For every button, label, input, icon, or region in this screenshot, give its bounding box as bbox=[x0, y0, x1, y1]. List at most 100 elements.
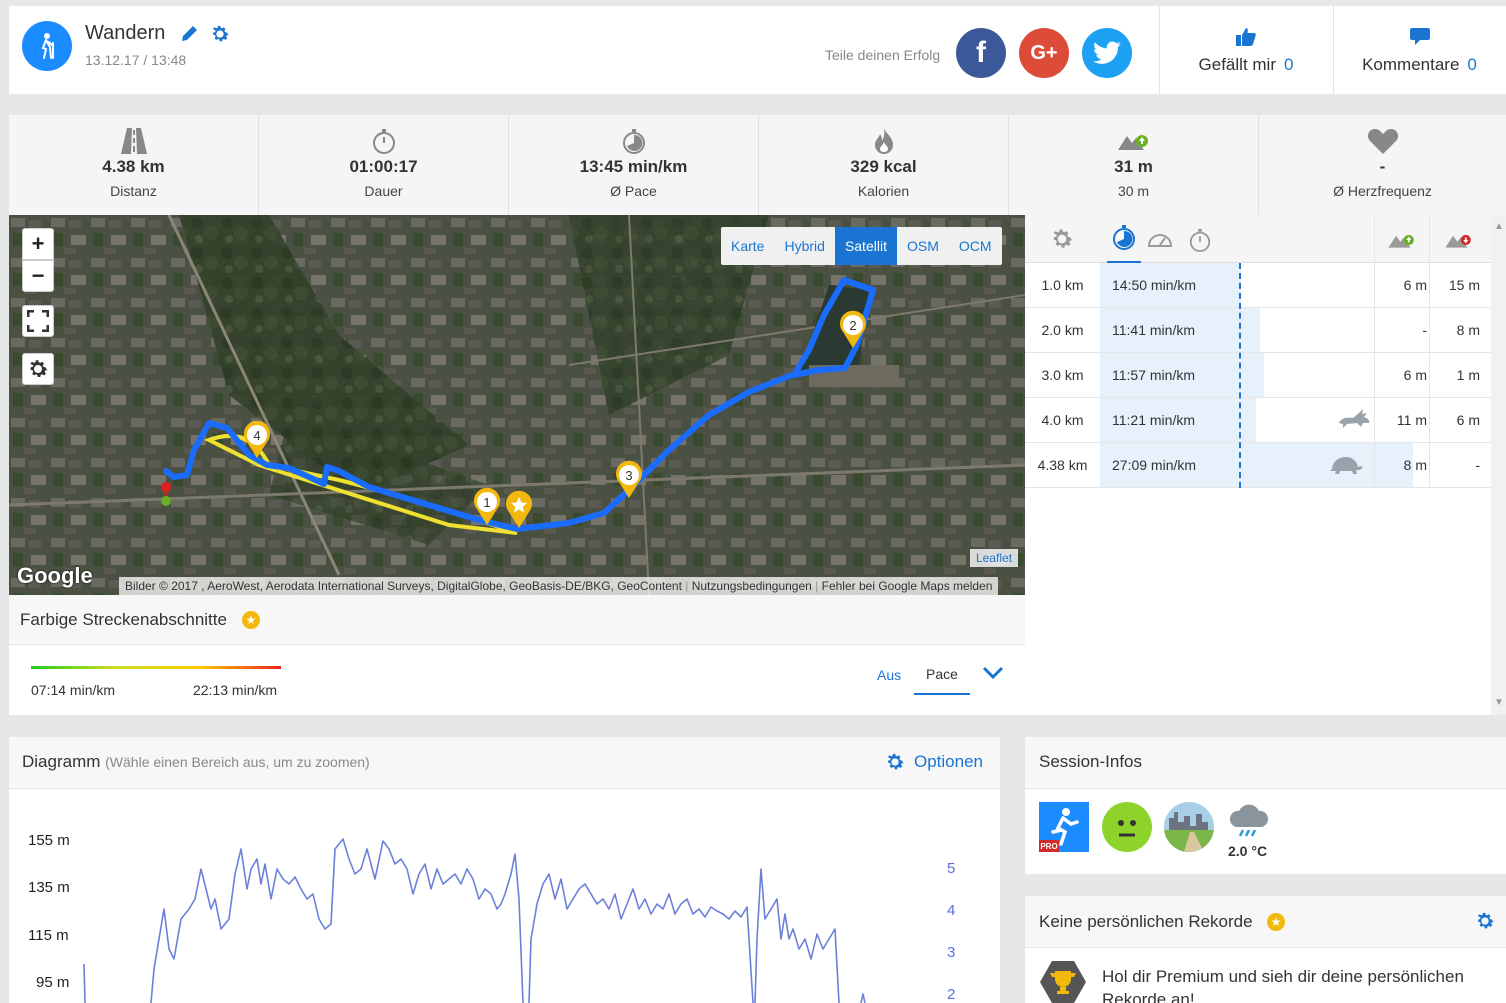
zoom-out-button[interactable]: − bbox=[22, 260, 54, 292]
scroll-down-icon[interactable]: ▼ bbox=[1494, 697, 1504, 708]
map-type-karte[interactable]: Karte bbox=[731, 238, 765, 254]
colored-segments-panel: Farbige Streckenabschnitte ★ 07:14 min/k… bbox=[9, 595, 1025, 715]
comment-button[interactable]: Kommentare 0 bbox=[1333, 6, 1506, 94]
split-pace: 11:41 min/km bbox=[1112, 322, 1195, 338]
stat-heart-rate: - Ø Herzfrequenz bbox=[1259, 115, 1506, 215]
activity-header: Wandern 13.12.17 / 13:48 Teile deinen Er… bbox=[9, 6, 1506, 94]
gear-icon[interactable] bbox=[1049, 226, 1075, 257]
road-icon bbox=[9, 127, 258, 155]
route-map[interactable]: 1 2 3 4 + − Karte Hybrid Satellit OSM OC… bbox=[9, 215, 1025, 595]
panel-header: Keine persönlichen Rekorde ★ bbox=[1025, 896, 1506, 948]
stat-label: Ø Pace bbox=[610, 183, 657, 199]
like-button[interactable]: Gefällt mir 0 bbox=[1159, 6, 1333, 94]
rabbit-icon bbox=[1337, 409, 1371, 432]
segments-pace-option[interactable]: Pace bbox=[914, 657, 970, 695]
diagram-title: Diagramm bbox=[22, 752, 101, 771]
map-type-satellit[interactable]: Satellit bbox=[834, 227, 897, 265]
fullscreen-button[interactable] bbox=[22, 305, 54, 337]
map-type-osm[interactable]: OSM bbox=[906, 238, 939, 254]
trophy-icon bbox=[1040, 961, 1086, 1003]
y-tick-right: 5 bbox=[947, 860, 955, 877]
elevation-up-icon bbox=[1386, 229, 1418, 256]
options-label: Optionen bbox=[914, 752, 983, 771]
surface-trail-icon bbox=[1164, 802, 1214, 852]
y-tick-left: 135 m bbox=[28, 879, 70, 896]
pace-color-scale bbox=[31, 666, 281, 669]
report-error-link[interactable]: Fehler bei Google Maps melden bbox=[821, 579, 993, 593]
scroll-up-icon[interactable]: ▲ bbox=[1494, 221, 1504, 232]
session-info-panel: Session-Infos PRO 2.0 °C bbox=[1025, 737, 1506, 874]
y-tick-left: 155 m bbox=[28, 832, 70, 849]
split-km: 4.38 km bbox=[1037, 457, 1088, 473]
star-marker-icon[interactable] bbox=[504, 490, 534, 535]
split-elevation-down: 1 m bbox=[1456, 367, 1480, 383]
map-settings-button[interactable] bbox=[22, 353, 54, 385]
split-elevation-down: 6 m bbox=[1456, 412, 1480, 428]
diagram-panel: Diagramm (Wähle einen Bereich aus, um zu… bbox=[9, 737, 1000, 1003]
km-splits-table: 1.0 km 14:50 min/km 6 m 15 m 2.0 km 11:4… bbox=[1025, 215, 1491, 715]
like-label: Gefällt mir bbox=[1198, 55, 1276, 74]
km-marker-3[interactable]: 3 bbox=[614, 460, 644, 505]
fullscreen-icon bbox=[27, 310, 49, 332]
pace-icon bbox=[1113, 225, 1135, 250]
diagram-hint: (Wähle einen Bereich aus, um zu zoomen) bbox=[105, 754, 370, 770]
options-button[interactable]: Optionen bbox=[884, 751, 983, 773]
chevron-down-icon[interactable] bbox=[982, 665, 1004, 686]
elevation-chart[interactable]: 155 m 135 m 115 m 95 m 5 4 3 2 bbox=[9, 789, 1000, 1003]
comment-label: Kommentare bbox=[1362, 55, 1460, 74]
pro-badge: PRO bbox=[1040, 842, 1057, 851]
twitter-share-button[interactable] bbox=[1082, 28, 1132, 78]
stat-value: 01:00:17 bbox=[349, 157, 418, 176]
share-label: Teile deinen Erfolg bbox=[825, 47, 941, 63]
stat-label: Dauer bbox=[364, 183, 403, 199]
map-type-ocm[interactable]: OCM bbox=[958, 238, 992, 254]
split-elevation-up: 11 m bbox=[1396, 412, 1427, 428]
map-type-switcher: Karte Hybrid Satellit OSM OCM bbox=[721, 227, 1002, 265]
facebook-share-button[interactable]: f bbox=[956, 28, 1006, 78]
map-attribution: Bilder © 2017 , AeroWest, Aerodata Inter… bbox=[119, 577, 999, 595]
split-elevation-up: 6 m bbox=[1403, 367, 1427, 383]
neutral-mood-icon bbox=[1102, 802, 1152, 852]
stat-elevation: 31 m 30 m bbox=[1009, 115, 1259, 215]
scrollbar[interactable]: ▲ ▼ bbox=[1491, 215, 1506, 715]
leaflet-link[interactable]: Leaflet bbox=[970, 549, 1019, 567]
km-marker-1[interactable]: 1 bbox=[472, 487, 502, 532]
gear-icon[interactable] bbox=[209, 23, 231, 50]
pace-icon bbox=[509, 127, 758, 155]
pace-tab[interactable] bbox=[1107, 225, 1141, 263]
stats-row: 4.38 km Distanz 01:00:17 Dauer 13:45 min… bbox=[9, 115, 1506, 215]
split-elevation-up: 6 m bbox=[1403, 277, 1427, 293]
gear-icon bbox=[887, 753, 904, 770]
google-plus-share-button[interactable]: G+ bbox=[1019, 28, 1069, 78]
attribution-text: Bilder © 2017 , AeroWest, Aerodata Inter… bbox=[125, 579, 682, 593]
pencil-icon[interactable] bbox=[179, 24, 199, 49]
speed-tab[interactable] bbox=[1147, 228, 1173, 255]
map-type-hybrid[interactable]: Hybrid bbox=[784, 238, 825, 254]
stat-label: Ø Herzfrequenz bbox=[1333, 183, 1432, 199]
split-pace-bar bbox=[1100, 263, 1241, 307]
split-pace-bar bbox=[1100, 353, 1264, 397]
twitter-icon bbox=[1093, 41, 1121, 64]
terms-link[interactable]: Nutzungsbedingungen bbox=[691, 579, 812, 593]
panel-header: Farbige Streckenabschnitte ★ bbox=[9, 595, 1025, 645]
stat-label: Distanz bbox=[110, 183, 157, 199]
y-tick-left: 115 m bbox=[28, 927, 69, 944]
svg-text:4: 4 bbox=[253, 428, 260, 443]
split-pace: 11:57 min/km bbox=[1112, 367, 1195, 383]
stat-distance: 4.38 km Distanz bbox=[9, 115, 259, 215]
km-marker-4[interactable]: 4 bbox=[242, 420, 272, 465]
heart-icon bbox=[1259, 127, 1506, 155]
stat-value: 329 kcal bbox=[850, 157, 917, 176]
km-marker-2[interactable]: 2 bbox=[838, 310, 868, 355]
scale-max-label: 22:13 min/km bbox=[193, 682, 278, 698]
zoom-in-button[interactable]: + bbox=[22, 228, 54, 260]
elevation-line bbox=[83, 838, 866, 1003]
turtle-icon bbox=[1328, 455, 1364, 478]
premium-star-icon: ★ bbox=[242, 611, 260, 629]
gear-icon[interactable] bbox=[1474, 910, 1496, 937]
panel-title: Session-Infos bbox=[1039, 752, 1142, 771]
panel-header: Session-Infos bbox=[1025, 737, 1506, 789]
flame-icon bbox=[759, 127, 1008, 155]
duration-tab[interactable] bbox=[1188, 227, 1212, 258]
segments-off-option[interactable]: Aus bbox=[877, 667, 902, 683]
